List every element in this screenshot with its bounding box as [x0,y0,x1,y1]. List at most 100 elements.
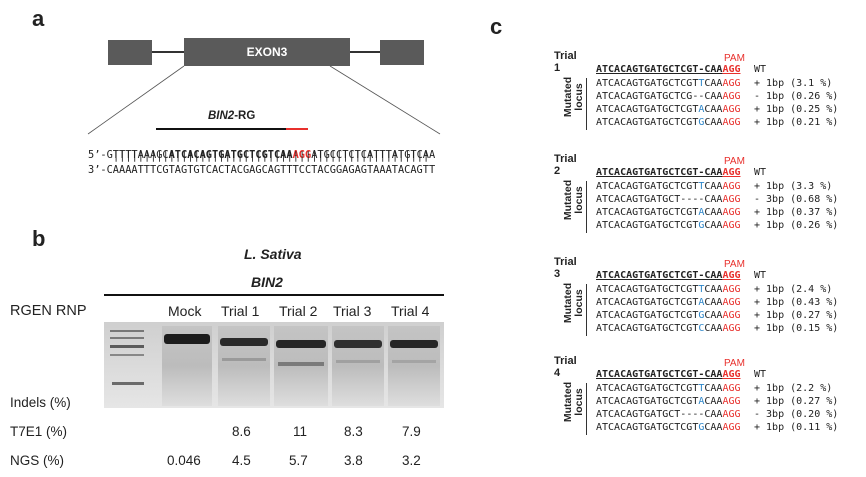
header-divider [104,294,444,296]
wt-target: ATCACAGTGATGCTCGT-CAA [596,369,723,380]
wt-pam: AGG [722,167,741,178]
wt-pam: AGG [722,270,741,281]
indel-frequency: + 1bp (3.1 %) [754,78,833,89]
exon4-box [380,40,424,65]
seq-post: CAA [704,422,723,433]
seq-pre: ATCACAGTGATGCTCGT [596,78,699,89]
mutated-sequence: ATCACAGTGATGCTCGTGCAAAGG [596,310,741,323]
pam-sequence: AGG [722,323,741,334]
trial-title: Trial 2 [554,153,577,177]
pam-sequence: AGG [722,194,741,205]
mutated-sequence: ATCACAGTGATGCTCGTTCAAAGG [596,284,741,297]
mutated-sequence: ATCACAGTGATGCTCGTGCAAAGG [596,220,741,233]
wt-sequence: ATCACAGTGATGCTCGT-CAAAGG [596,270,741,283]
seq-post: CAA [704,310,723,321]
pam-label: PAM [724,259,745,270]
lane-label-mock: Mock [168,303,202,319]
seq-pre: ATCACAGTGATGCTCGT [596,323,699,334]
seq-post: CAA [704,323,723,334]
ngs-trial-4: 3.2 [402,453,421,468]
indel-frequency: + 1bp (0.11 %) [754,422,839,433]
bottom-strand: 3’-CAAAATTTCGTAGTGTCACTACGAGCAGTTTCCTACG… [88,164,436,176]
t7e1-label: T7E1 (%) [10,424,68,439]
seq-post: ----CAA [680,194,723,205]
mutated-bracket-line [586,383,587,435]
lane-label-trial-3: Trial 3 [333,303,372,319]
rgen-rnp-label: RGEN RNP [10,303,87,319]
pam-sequence: AGG [722,207,741,218]
top-strand: 5’-GTTTTAAAGCATCACAGTGATGCTCGTCAAAGGATGC… [88,149,436,161]
seq-pre: ATCACAGTGATGCTCGT [596,422,699,433]
ladder-bands [110,330,144,385]
seq-post: CAA [704,78,723,89]
indel-frequency: + 1bp (2.4 %) [754,284,833,295]
mutated-sequence: ATCACAGTGATGCT----CAAAGG [596,194,741,207]
t7e1-trial-4: 7.9 [402,424,421,439]
wt-tag: WT [754,270,767,281]
pam-sequence: AGG [722,297,741,308]
ngs-label: NGS (%) [10,453,64,468]
seq-post: CAA [704,117,723,128]
pam-sequence: AGG [722,396,741,407]
panel-b-letter: b [32,226,46,251]
gel-image [104,322,444,408]
panel-c-letter: c [490,14,503,39]
mutated-sequence: ATCACAGTGATGCTCGTACAAAGG [596,396,741,409]
pam-label: PAM [724,358,745,369]
mutated-label-line2: locus [573,186,585,214]
seq-pre: ATCACAGTGATGCTCGT [596,220,699,231]
indel-frequency: + 1bp (0.37 %) [754,207,839,218]
mutated-bracket-line [586,284,587,336]
ngs-trial-1: 4.5 [232,453,251,468]
seq-pre: ATCACAGTGATGCTCG- [596,91,699,102]
seq-pre: ATCACAGTGATGCTCGT [596,207,699,218]
seq-post: CAA [704,104,723,115]
indel-frequency: + 1bp (0.15 %) [754,323,839,334]
indel-frequency: - 3bp (0.68 %) [754,194,839,205]
exon2-box [108,40,152,65]
seq-post: CAA [704,383,723,394]
pam-sequence: AGG [722,220,741,231]
mutated-sequence: ATCACAGTGATGCTCGTGCAAAGG [596,422,741,435]
inserted-base: T [698,383,705,394]
t7e1-trial-3: 8.3 [344,424,363,439]
inserted-base: G [698,422,705,433]
mutated-sequence: ATCACAGTGATGCTCGTTCAAAGG [596,78,741,91]
inserted-base: G [698,310,705,321]
wt-tag: WT [754,369,767,380]
exon3-label: EXON3 [246,45,288,59]
seq-post: CAA [704,207,723,218]
pam-sequence: AGG [722,117,741,128]
ngs-trial-3: 3.8 [344,453,363,468]
indel-frequency: + 1bp (0.27 %) [754,310,839,321]
intron-line-left [152,51,184,53]
ngs-mock: 0.046 [167,453,201,468]
seq-post: -CAA [698,91,723,102]
guide-label: BIN2-RG [208,110,256,122]
gene-model: EXON3 [108,38,424,66]
pam-sequence: AGG [722,422,741,433]
lane-label-trial-4: Trial 4 [391,303,430,319]
indel-frequency: + 1bp (0.21 %) [754,117,839,128]
indel-frequency: - 3bp (0.20 %) [754,409,839,420]
indel-frequency: + 1bp (0.25 %) [754,104,839,115]
inserted-base: T [698,181,705,192]
indel-frequency: - 1bp (0.26 %) [754,91,839,102]
mutated-sequence: ATCACAGTGATGCTCGTGCAAAGG [596,117,741,130]
inserted-base: T [698,284,705,295]
mutated-sequence: ATCACAGTGATGCT----CAAAGG [596,409,741,422]
seq-pre: ATCACAGTGATGCTCGT [596,396,699,407]
seq-pre: ATCACAGTGATGCTCGT [596,310,699,321]
pam-label: PAM [724,53,745,64]
seq-post: CAA [704,284,723,295]
mutated-sequence: ATCACAGTGATGCTCGTACAAAGG [596,207,741,220]
guide-bar [156,128,286,130]
ngs-trial-2: 5.7 [289,453,308,468]
target-sequence: ATCACAGTGATGCTCGTCAA [168,149,293,161]
inserted-base: A [698,104,705,115]
inserted-base: G [698,220,705,231]
seq-pre: ATCACAGTGATGCT [596,194,681,205]
seq-pre: ATCACAGTGATGCTCGT [596,104,699,115]
mutated-label-line2: locus [573,83,585,111]
seq-pre: ATCACAGTGATGCTCGT [596,383,699,394]
